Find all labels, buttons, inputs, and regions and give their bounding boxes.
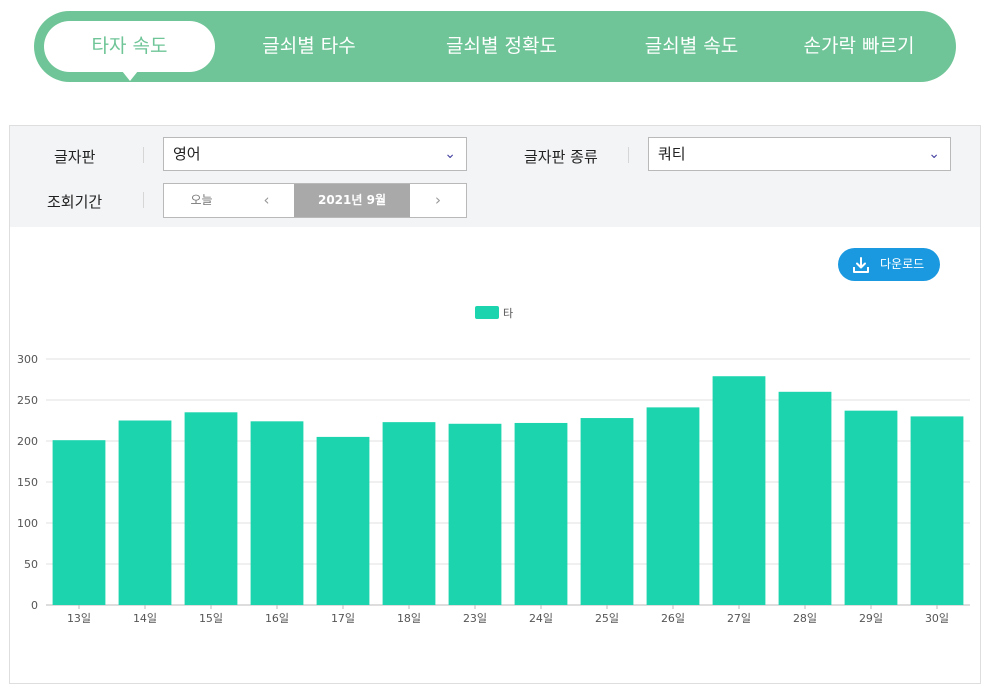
bar[interactable] bbox=[580, 418, 634, 605]
x-tick-label: 30일 bbox=[925, 611, 949, 625]
bar[interactable] bbox=[910, 416, 964, 605]
y-tick-label: 50 bbox=[24, 558, 38, 571]
bar[interactable] bbox=[184, 412, 238, 605]
bar[interactable] bbox=[778, 391, 832, 605]
x-tick-label: 26일 bbox=[661, 611, 685, 625]
x-tick-label: 17일 bbox=[331, 611, 355, 625]
layout-select[interactable]: 쿼티 ⌄ bbox=[648, 137, 951, 171]
bar[interactable] bbox=[514, 422, 568, 605]
keyboard-select-value: 영어 bbox=[173, 145, 201, 163]
layout-label: 글자판 종류 bbox=[524, 148, 598, 166]
tab-finger-speed[interactable]: 손가락 빠르기 bbox=[803, 35, 915, 57]
x-tick-label: 15일 bbox=[199, 611, 223, 625]
bar[interactable] bbox=[382, 422, 436, 605]
y-tick-label: 0 bbox=[31, 599, 38, 612]
chevron-left-icon[interactable]: ‹ bbox=[263, 191, 270, 209]
x-tick-label: 23일 bbox=[463, 611, 487, 625]
chevron-right-icon[interactable]: › bbox=[435, 191, 441, 209]
y-tick-label: 150 bbox=[17, 476, 38, 489]
x-tick-label: 25일 bbox=[595, 611, 619, 625]
download-button[interactable]: 다운로드 bbox=[838, 248, 940, 281]
filter-area: 글자판 영어 ⌄ 글자판 종류 쿼티 ⌄ 조회기간 오늘 ‹ 2021년 9월 … bbox=[10, 126, 980, 227]
y-tick-label: 300 bbox=[17, 353, 38, 366]
period-label: 조회기간 bbox=[47, 193, 103, 211]
download-icon bbox=[853, 257, 869, 273]
x-tick-label: 27일 bbox=[727, 611, 751, 625]
bar[interactable] bbox=[844, 410, 898, 605]
bar[interactable] bbox=[712, 376, 766, 605]
period-selector: 오늘 ‹ 2021년 9월 › bbox=[163, 183, 467, 218]
x-tick-label: 16일 bbox=[265, 611, 289, 625]
x-tick-label: 14일 bbox=[133, 611, 157, 625]
bar[interactable] bbox=[250, 421, 304, 605]
keyboard-select[interactable]: 영어 ⌄ bbox=[163, 137, 467, 171]
chevron-down-icon: ⌄ bbox=[928, 146, 940, 162]
chevron-down-icon: ⌄ bbox=[444, 146, 456, 162]
bar[interactable] bbox=[448, 423, 502, 605]
tab-key-count[interactable]: 글쇠별 타수 bbox=[262, 35, 356, 57]
bar[interactable] bbox=[52, 440, 106, 605]
bar[interactable] bbox=[118, 420, 172, 606]
y-tick-label: 250 bbox=[17, 394, 38, 407]
x-tick-label: 13일 bbox=[67, 611, 91, 625]
bar[interactable] bbox=[646, 407, 700, 605]
bar[interactable] bbox=[316, 436, 370, 605]
y-tick-label: 100 bbox=[17, 517, 38, 530]
layout-select-value: 쿼티 bbox=[658, 145, 686, 163]
divider bbox=[143, 147, 144, 163]
tab-bar: 타자 속도 글쇠별 타수 글쇠별 정확도 글쇠별 속도 손가락 빠르기 bbox=[34, 11, 956, 82]
divider bbox=[628, 147, 629, 163]
download-label: 다운로드 bbox=[880, 257, 925, 271]
today-button[interactable]: 오늘 bbox=[190, 193, 213, 207]
legend-label: 타 bbox=[503, 307, 513, 320]
legend-swatch bbox=[475, 306, 499, 319]
keyboard-label: 글자판 bbox=[54, 148, 96, 166]
x-tick-label: 24일 bbox=[529, 611, 553, 625]
tab-key-accuracy[interactable]: 글쇠별 정확도 bbox=[446, 35, 557, 57]
x-tick-label: 29일 bbox=[859, 611, 883, 625]
tab-key-speed[interactable]: 글쇠별 속도 bbox=[644, 35, 739, 57]
tab-typing-speed[interactable]: 타자 속도 bbox=[44, 21, 215, 81]
divider bbox=[143, 192, 144, 208]
current-period: 2021년 9월 bbox=[294, 184, 410, 217]
x-tick-label: 28일 bbox=[793, 611, 817, 625]
x-tick-label: 18일 bbox=[397, 611, 421, 625]
y-tick-label: 200 bbox=[17, 435, 38, 448]
